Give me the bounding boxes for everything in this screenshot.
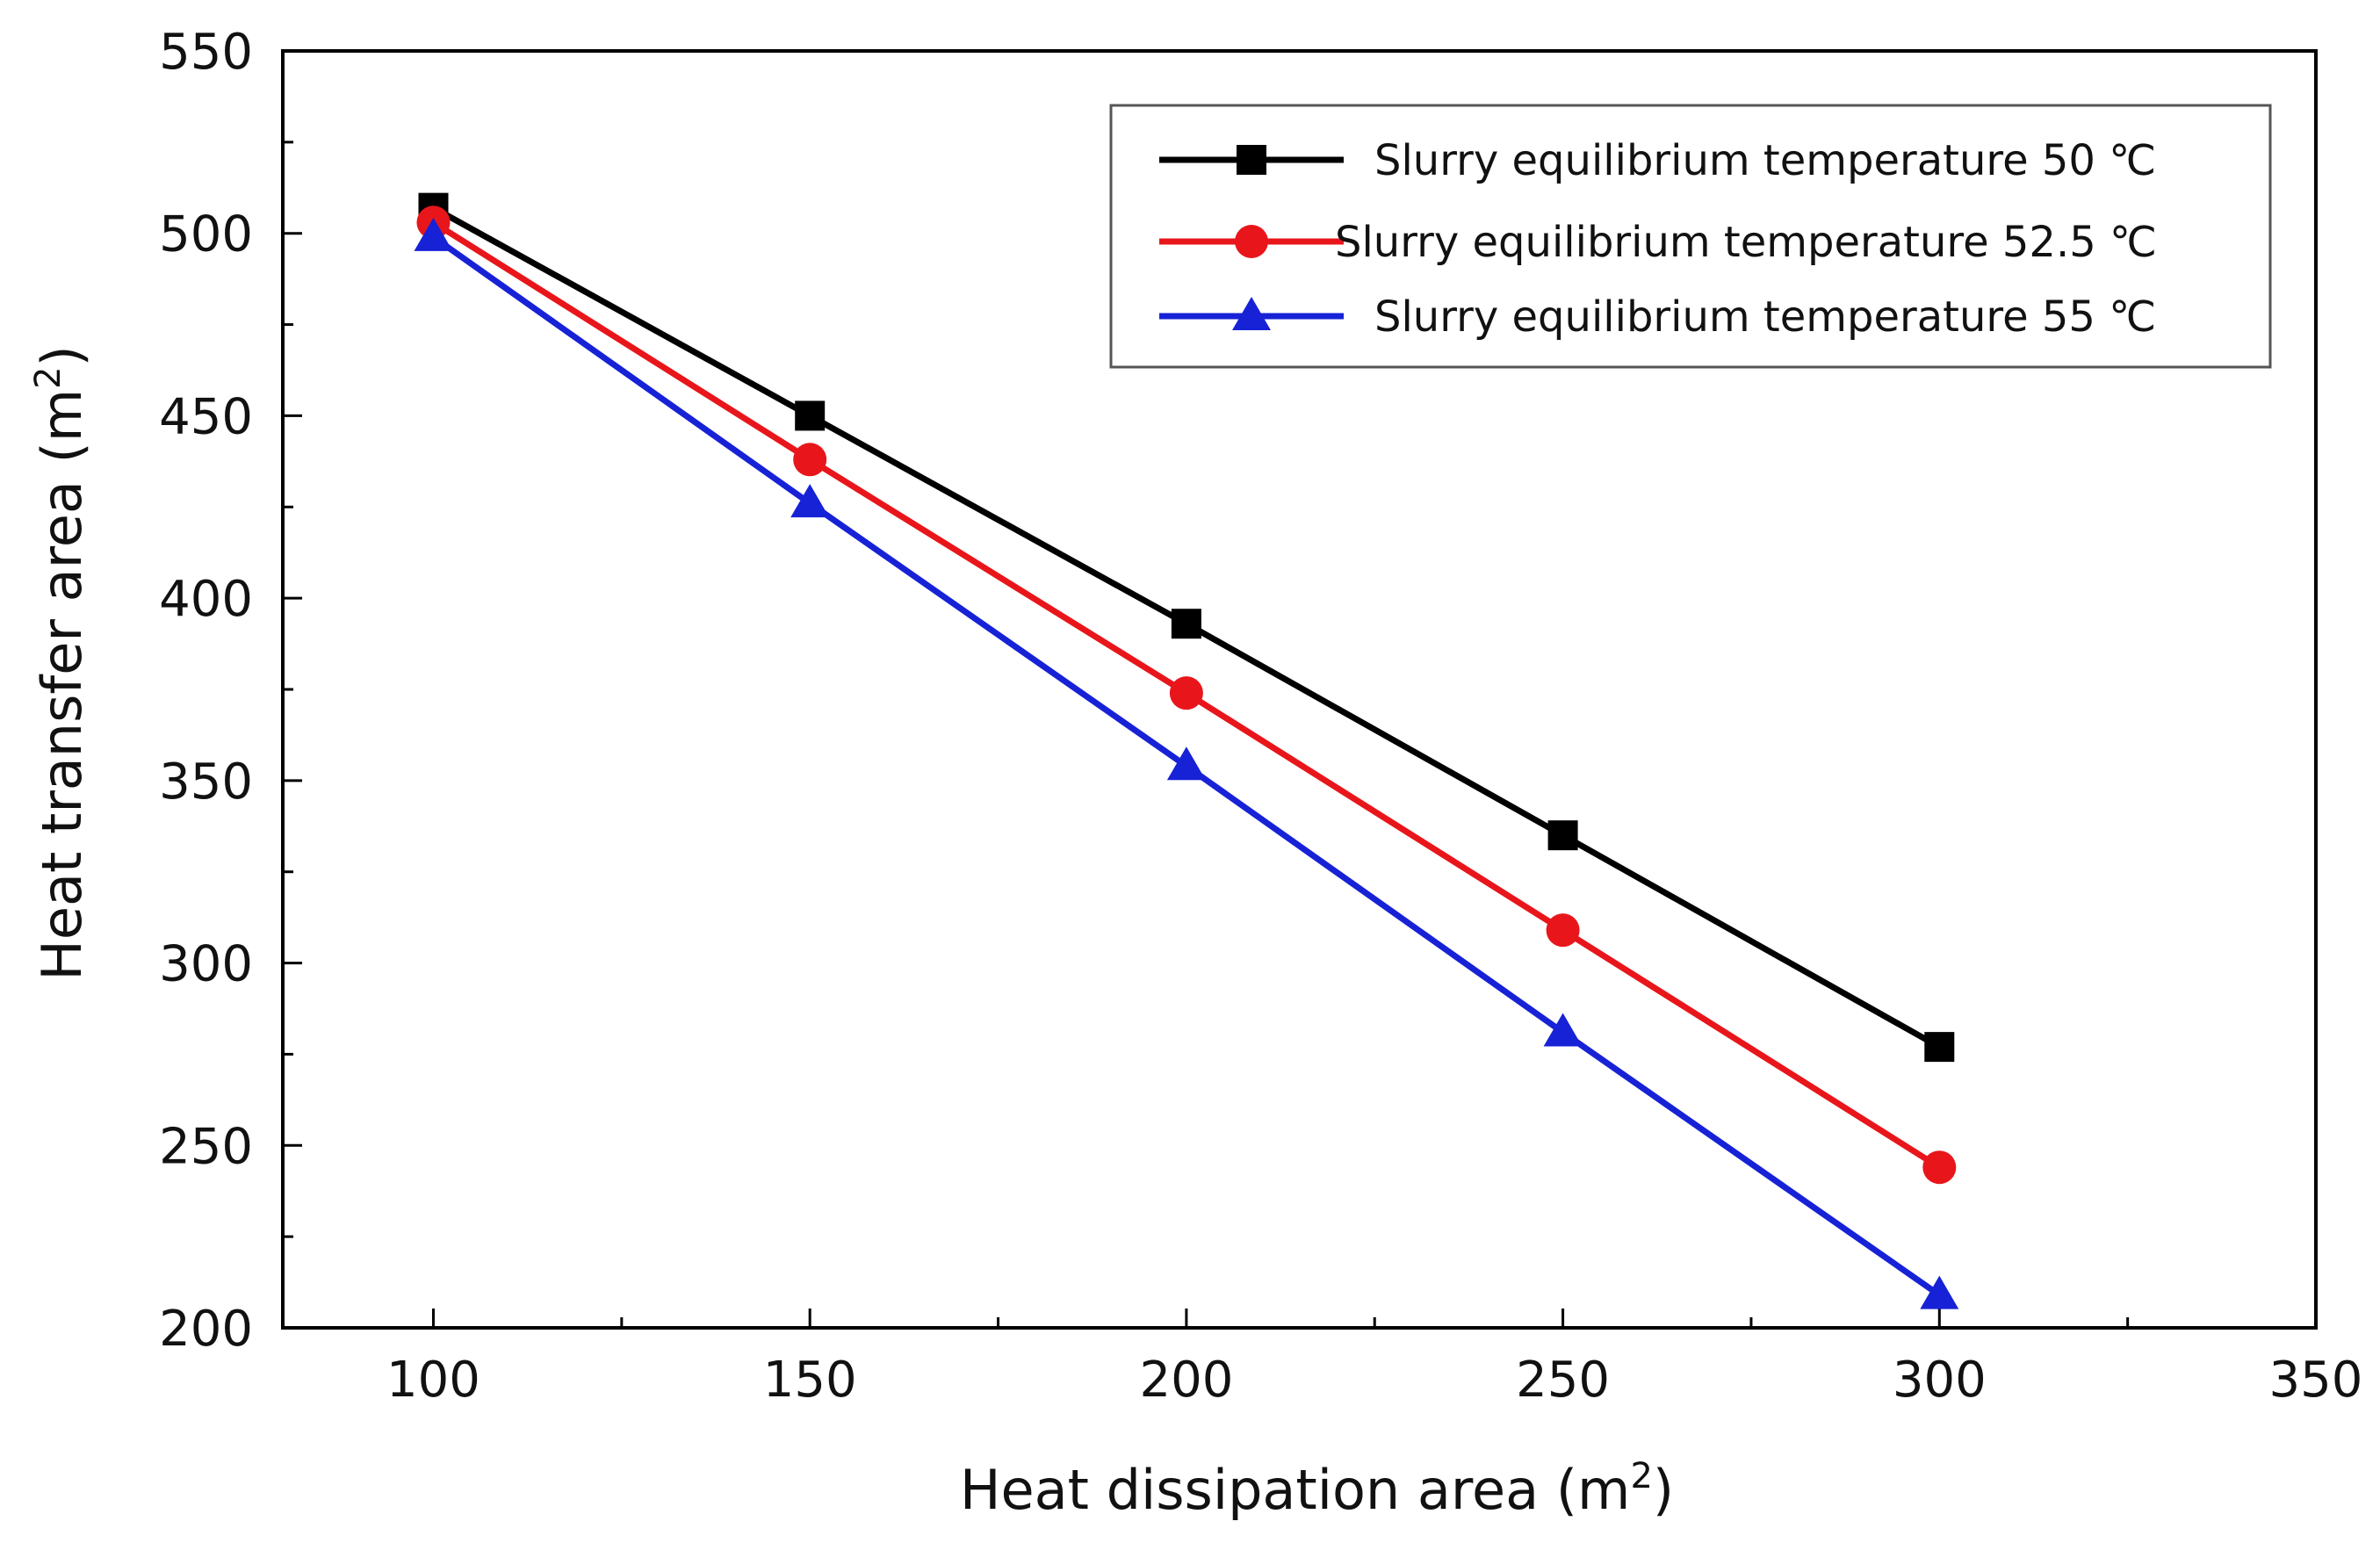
- data-point: [1924, 1032, 1955, 1063]
- data-point: [1922, 1150, 1957, 1185]
- legend-box: [1109, 104, 2272, 369]
- y-tick-label: 350: [159, 753, 253, 811]
- legend-marker: [1235, 225, 1268, 258]
- data-point: [795, 400, 826, 431]
- y-tick-label: 500: [159, 206, 253, 263]
- legend-marker: [1232, 297, 1271, 330]
- y-tick-label: 300: [159, 936, 253, 993]
- x-axis-title: Heat dissipation area (m2): [960, 1456, 1674, 1522]
- legend-label: Slurry equilibrium temperature 55 ℃: [1374, 292, 2156, 342]
- series-1: [418, 192, 1955, 1063]
- data-point: [1543, 1013, 1583, 1047]
- data-point: [1169, 676, 1203, 710]
- x-tick-label: 350: [2269, 1352, 2363, 1409]
- x-tick-label: 200: [1139, 1352, 1233, 1409]
- y-tick-label: 450: [159, 388, 253, 445]
- data-point: [1166, 746, 1206, 781]
- legend-label: Slurry equilibrium temperature 52.5 ℃: [1335, 218, 2157, 267]
- legend-item: Slurry equilibrium temperature 50 ℃: [1159, 136, 2156, 185]
- y-tick-label: 250: [159, 1118, 253, 1175]
- data-point: [793, 443, 827, 477]
- x-tick-label: 300: [1893, 1352, 1987, 1409]
- y-tick-label: 200: [159, 1301, 253, 1358]
- data-point: [790, 484, 830, 518]
- y-tick-label: 400: [159, 571, 253, 628]
- y-tick-label: 550: [159, 24, 253, 81]
- x-tick-label: 150: [763, 1352, 857, 1409]
- legend-item: Slurry equilibrium temperature 55 ℃: [1159, 292, 2156, 342]
- x-tick-label: 250: [1516, 1352, 1610, 1409]
- data-point: [1547, 820, 1578, 851]
- x-tick-label: 100: [386, 1352, 480, 1409]
- data-point: [1920, 1275, 1959, 1309]
- legend-marker: [1237, 145, 1266, 175]
- series-3: [414, 217, 1959, 1309]
- legend-item: Slurry equilibrium temperature 52.5 ℃: [1159, 218, 2157, 267]
- legend-label: Slurry equilibrium temperature 50 ℃: [1374, 136, 2156, 185]
- y-axis-title: Heat transfer area (m2): [28, 345, 94, 981]
- data-point: [1171, 609, 1201, 639]
- data-point: [1546, 913, 1580, 948]
- data-point: [414, 217, 453, 251]
